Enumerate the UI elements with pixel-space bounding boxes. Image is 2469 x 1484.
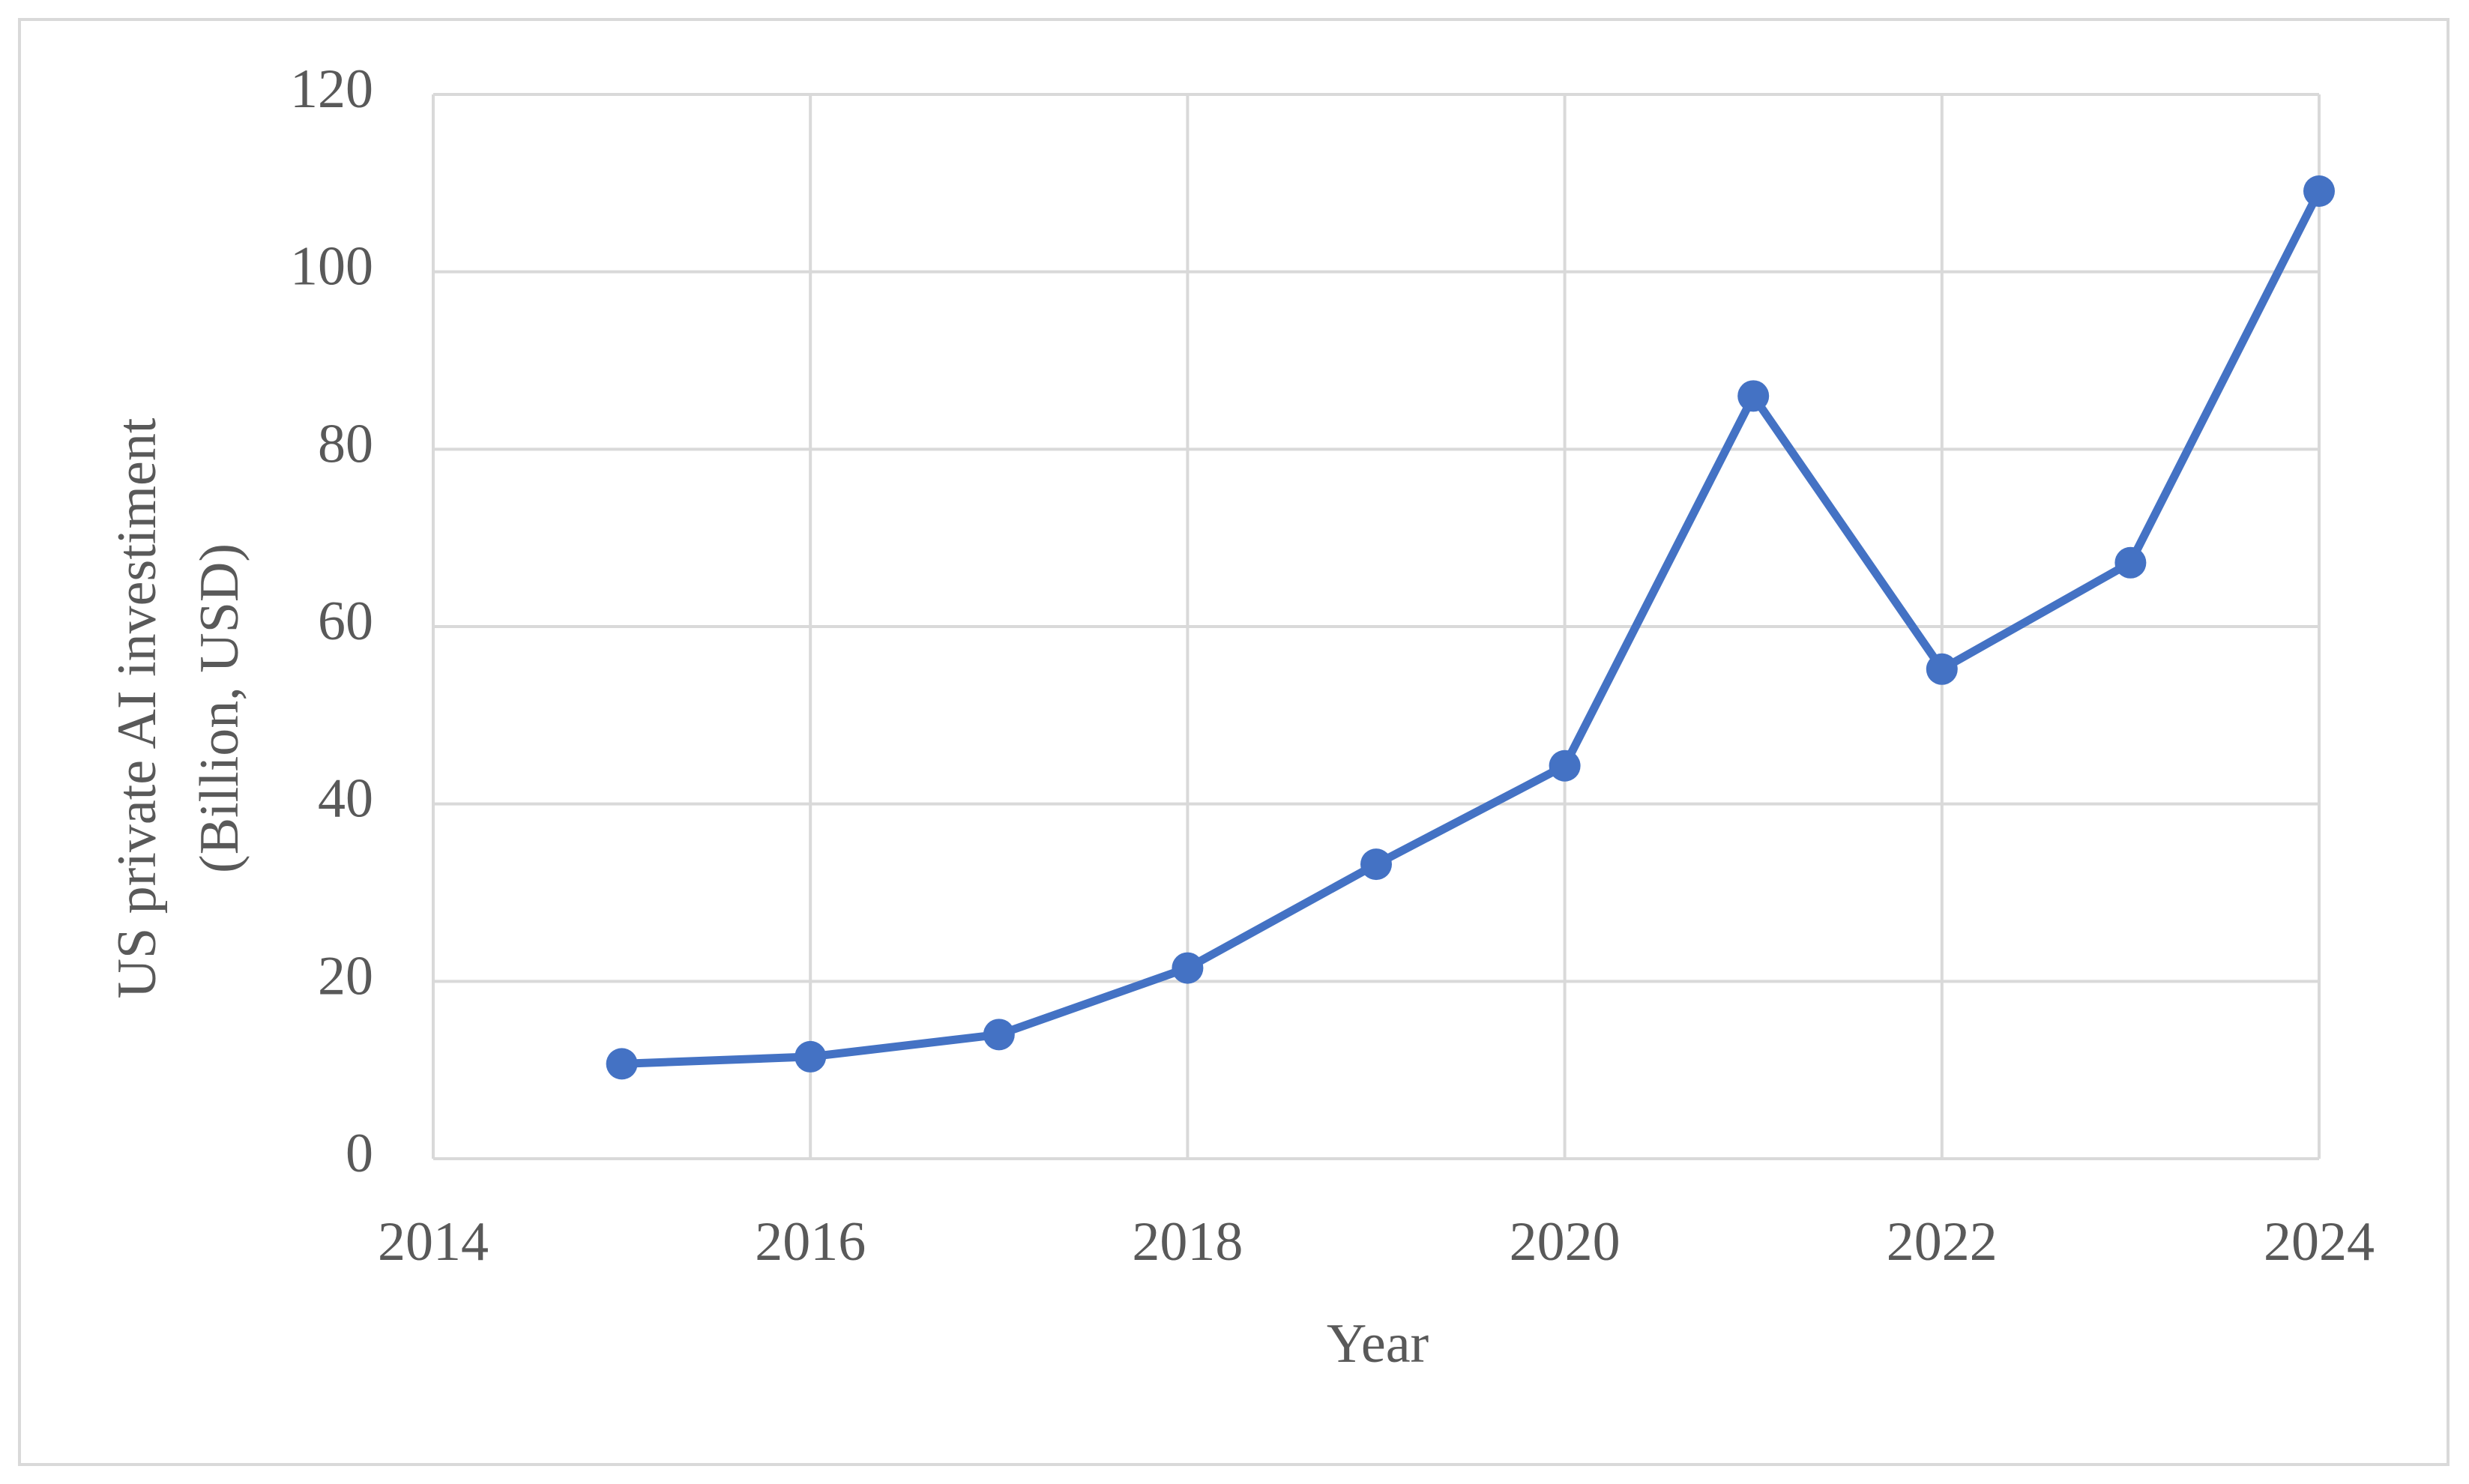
x-tick-label: 2024 (2264, 1211, 2375, 1273)
data-point (795, 1040, 827, 1073)
data-point (2303, 175, 2335, 207)
y-axis-title: (Billion, USD) (189, 543, 250, 873)
x-tick-label: 2020 (1510, 1211, 1621, 1273)
y-axis-title: US private AI investiment (106, 417, 168, 998)
y-tick-label: 80 (318, 413, 373, 474)
data-point (1926, 653, 1958, 685)
x-tick-label: 2014 (378, 1211, 489, 1273)
data-point (1737, 380, 1770, 412)
x-axis-title: Year (1327, 1313, 1429, 1375)
data-point (983, 1019, 1015, 1051)
y-tick-label: 40 (318, 768, 373, 830)
data-point (2114, 546, 2147, 579)
y-tick-label: 60 (318, 591, 373, 652)
data-point (1549, 749, 1581, 782)
data-point (1172, 952, 1204, 984)
y-tick-label: 0 (346, 1123, 373, 1184)
y-tick-label: 120 (290, 58, 373, 120)
chart-border (18, 18, 2450, 1466)
data-point (1360, 848, 1392, 881)
data-line (621, 189, 2323, 1068)
y-tick-label: 20 (318, 945, 373, 1007)
x-tick-label: 2018 (1132, 1211, 1243, 1273)
x-tick-label: 2016 (755, 1211, 866, 1273)
x-tick-label: 2022 (1887, 1211, 1998, 1273)
y-tick-label: 100 (290, 236, 373, 298)
data-point (606, 1048, 638, 1080)
